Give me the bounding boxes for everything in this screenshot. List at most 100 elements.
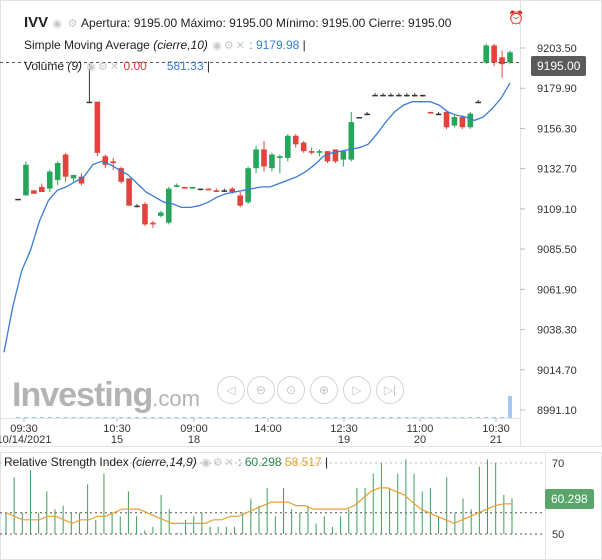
logo-brand: Investing bbox=[12, 376, 153, 414]
candle-body bbox=[300, 142, 307, 152]
candle bbox=[165, 186, 172, 225]
zoom-in-icon[interactable]: ⊕ bbox=[310, 376, 338, 404]
investing-logo: Investing.com bbox=[12, 376, 200, 415]
separator: | bbox=[324, 455, 329, 469]
forward-icon[interactable]: ▷ bbox=[343, 376, 371, 404]
gear-icon[interactable]: ⚙ bbox=[98, 61, 108, 73]
candle bbox=[372, 93, 378, 97]
close-value: 9195.00 bbox=[408, 16, 452, 30]
candle bbox=[142, 202, 148, 227]
candle bbox=[388, 93, 394, 97]
sma-params: (cierre,10) bbox=[153, 38, 208, 52]
x-tick-label: 09:00 bbox=[180, 423, 208, 435]
candle bbox=[300, 140, 307, 153]
volume-bar bbox=[388, 417, 393, 418]
candle-body bbox=[483, 45, 489, 63]
volume-bar bbox=[198, 417, 203, 418]
eye-icon[interactable]: ◉ bbox=[212, 40, 222, 52]
close-icon[interactable]: ✕ bbox=[235, 40, 245, 52]
volume-bar bbox=[500, 417, 505, 418]
candle bbox=[213, 188, 220, 193]
volume-bar bbox=[47, 417, 52, 418]
candle bbox=[499, 50, 505, 78]
candle bbox=[467, 111, 474, 129]
rsi-value: : 60.298 bbox=[238, 455, 282, 469]
gear-icon[interactable]: ⚙ bbox=[212, 457, 223, 469]
high-label: Máximo: bbox=[180, 16, 226, 30]
volume-bar bbox=[246, 417, 251, 418]
candle bbox=[316, 149, 323, 157]
candle-body bbox=[277, 156, 283, 158]
volume-bar bbox=[396, 417, 401, 418]
volume-bar bbox=[301, 417, 306, 418]
zoom-reset-icon[interactable]: ⊙ bbox=[277, 376, 305, 404]
volume-bar bbox=[428, 417, 433, 418]
volume-bar bbox=[373, 417, 378, 418]
x-tick-label: 09:30 bbox=[10, 423, 38, 435]
volume-bar bbox=[63, 417, 68, 418]
close-icon[interactable]: ✕ bbox=[224, 457, 234, 469]
candle-body bbox=[126, 178, 132, 206]
candle-body bbox=[332, 149, 339, 162]
zoom-out-icon[interactable]: ⊖ bbox=[247, 376, 275, 404]
eye-icon[interactable]: ◉ bbox=[52, 18, 63, 30]
alarm-icon[interactable]: ⏰ bbox=[508, 10, 525, 25]
volume-bar bbox=[277, 417, 282, 418]
candle bbox=[245, 166, 251, 204]
candle bbox=[411, 93, 418, 97]
candle-body bbox=[285, 135, 291, 158]
eye-icon[interactable]: ◉ bbox=[201, 457, 211, 469]
candle bbox=[364, 111, 370, 116]
candle bbox=[483, 43, 489, 65]
candle bbox=[54, 161, 61, 186]
candle bbox=[189, 186, 196, 189]
y-tick-label: 9156.30 bbox=[537, 123, 577, 135]
y-tick-label: 9109.10 bbox=[537, 204, 577, 216]
candle-body bbox=[340, 151, 347, 160]
volume-bar bbox=[420, 417, 425, 418]
candle-body bbox=[39, 186, 45, 193]
volume-bar bbox=[349, 417, 354, 418]
candle-body bbox=[78, 176, 85, 184]
candle-body bbox=[118, 168, 124, 182]
volume-bar bbox=[230, 417, 235, 418]
candle-body bbox=[348, 122, 355, 160]
rsi-label: Relative Strength Index bbox=[4, 455, 129, 469]
candle-body bbox=[205, 188, 212, 191]
rsi-signal-value: 58.517 bbox=[284, 455, 322, 469]
y-tick-label: 9085.50 bbox=[537, 244, 577, 256]
sma-label: Simple Moving Average bbox=[24, 38, 150, 52]
y-tick-label: 9014.70 bbox=[537, 365, 577, 377]
gear-icon[interactable]: ⚙ bbox=[67, 18, 78, 30]
back-icon[interactable]: ◁ bbox=[217, 376, 245, 404]
close-icon[interactable]: ✕ bbox=[109, 61, 120, 73]
volume-bar bbox=[142, 417, 147, 418]
volume-bar bbox=[206, 417, 211, 418]
end-icon[interactable]: ▷| bbox=[376, 376, 404, 404]
volume-bar bbox=[381, 417, 386, 418]
candle bbox=[197, 188, 204, 191]
volume-value-2: 581.33 bbox=[166, 59, 204, 73]
candle-body bbox=[372, 94, 378, 97]
volume-bar bbox=[262, 417, 266, 418]
candle-body bbox=[499, 57, 505, 65]
y-tick-label: 9061.90 bbox=[537, 284, 577, 296]
volume-bar bbox=[412, 417, 417, 418]
candle bbox=[261, 140, 267, 172]
candle-body bbox=[364, 113, 370, 116]
candle-body bbox=[221, 190, 228, 192]
volume-bar bbox=[325, 417, 330, 418]
candle bbox=[126, 178, 132, 206]
x-tick-date: 18 bbox=[188, 434, 200, 446]
gear-icon[interactable]: ⚙ bbox=[223, 40, 234, 52]
candle-body bbox=[197, 188, 204, 191]
candle bbox=[70, 174, 77, 182]
candle-body bbox=[459, 117, 466, 128]
y-tick-label: 9179.90 bbox=[537, 83, 577, 95]
candle-body bbox=[86, 101, 93, 104]
eye-icon[interactable]: ◉ bbox=[86, 61, 96, 73]
candle-body bbox=[491, 45, 497, 63]
volume-params: (9) bbox=[67, 59, 83, 73]
volume-bar bbox=[95, 417, 100, 418]
